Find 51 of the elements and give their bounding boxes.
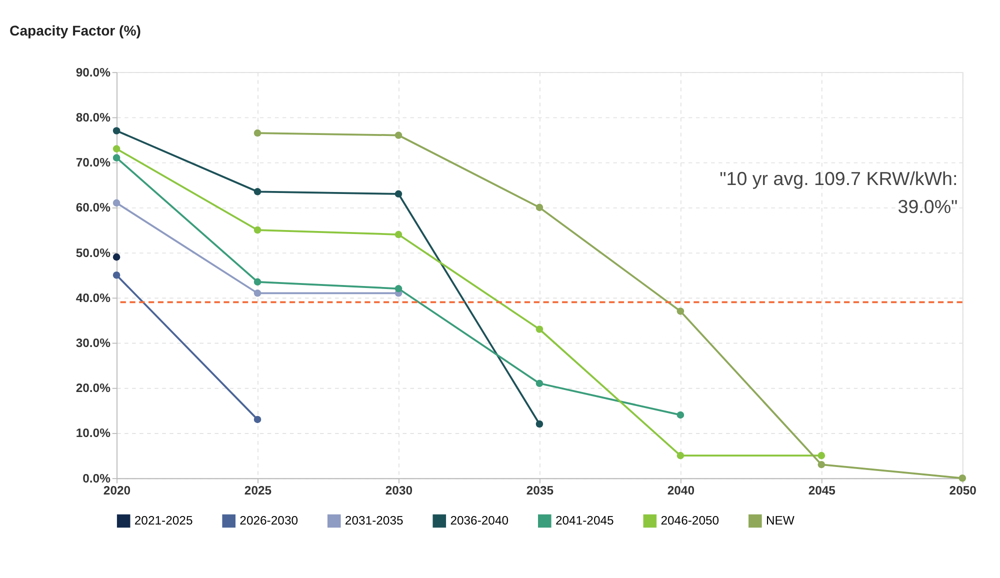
point: [536, 380, 544, 388]
legend-label: 2031-2035: [344, 514, 404, 528]
point: [394, 132, 402, 139]
point: [536, 420, 544, 428]
x-tick-label: 2025: [244, 484, 272, 498]
y-tick-label: 20.0%: [76, 381, 111, 396]
point: [254, 416, 262, 424]
point: [112, 199, 120, 207]
x-tick-label: 2040: [667, 484, 695, 498]
point: [394, 230, 402, 238]
legend-label: 2026-2030: [240, 514, 298, 528]
point: [254, 290, 262, 297]
point: [818, 460, 826, 468]
point: [536, 204, 544, 212]
x-tick-label: 2020: [103, 484, 131, 498]
annotation: "10 yr avg. 109.7 KRW/kWh: 39.0%": [720, 168, 958, 218]
x-tick-label: 2045: [808, 484, 836, 498]
point: [112, 154, 120, 162]
point: [676, 452, 684, 460]
legend-label: 2021-2025: [134, 514, 193, 528]
y-tick-label: 90.0%: [76, 65, 111, 80]
x-tick-label: 2050: [949, 484, 977, 498]
y-tick-label: 60.0%: [76, 200, 111, 215]
y-tick-label: 70.0%: [76, 156, 111, 170]
legend-label: NEW: [766, 514, 795, 528]
point: [676, 411, 684, 419]
y-tick-label: 30.0%: [76, 336, 111, 350]
point: [394, 190, 402, 198]
y-tick-label: 40.0%: [76, 290, 111, 305]
point: [112, 253, 120, 261]
point: [676, 308, 684, 315]
x-tick-label: 2035: [526, 484, 554, 498]
legend-label: 2046-2050: [660, 514, 720, 528]
chart-title: Capacity Factor (%): [10, 22, 141, 38]
point: [112, 271, 120, 279]
legend-label: 2036-2040: [450, 514, 509, 528]
y-tick-label: 0.0%: [82, 471, 111, 486]
point: [394, 285, 402, 292]
y-tick-label: 80.0%: [76, 110, 111, 124]
point: [112, 127, 120, 134]
point: [536, 326, 544, 333]
point: [254, 129, 262, 137]
point: [112, 145, 120, 152]
point: [254, 188, 262, 196]
y-tick-label: 50.0%: [76, 246, 111, 260]
point: [818, 452, 826, 460]
point: [254, 226, 262, 234]
y-tick-label: 10.0%: [76, 426, 111, 440]
x-tick-label: 2030: [385, 484, 413, 498]
legend-label: 2041-2045: [555, 514, 614, 528]
point: [254, 278, 262, 286]
